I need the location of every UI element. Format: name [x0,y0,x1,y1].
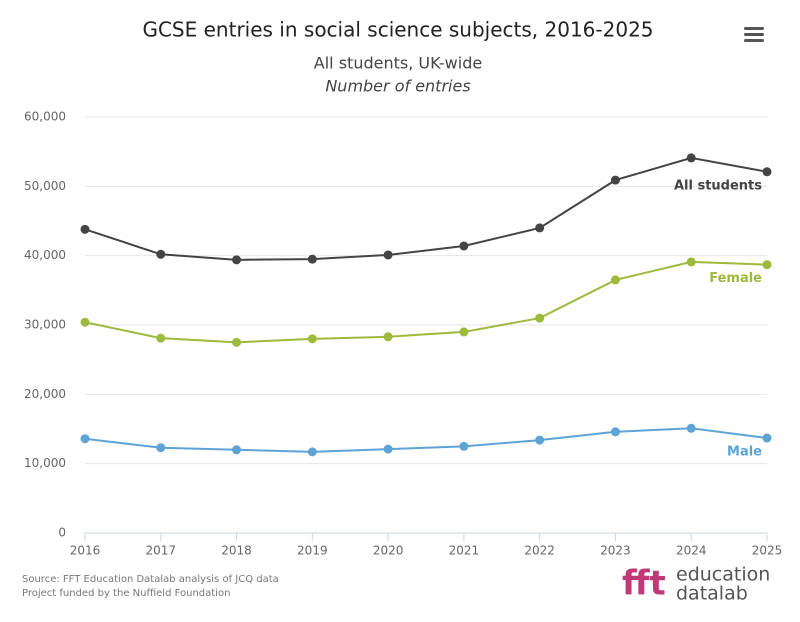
point [307,447,317,457]
point [232,337,242,347]
point [307,254,317,264]
x-tick-label: 2023 [600,544,631,558]
menu-bar[interactable] [744,33,764,36]
series-label: Male [727,445,762,460]
point [232,445,242,455]
point [80,434,90,444]
point [610,175,620,185]
point [459,241,469,251]
chart-title: GCSE entries in social science subjects,… [142,18,653,42]
y-tick-label: 20,000 [24,387,66,401]
x-tick-label: 2025 [752,544,783,558]
point [686,423,696,433]
x-tick-label: 2020 [373,544,404,558]
point [762,167,772,177]
point [232,255,242,265]
x-tick-label: 2016 [70,544,101,558]
menu-icon[interactable] [744,27,764,42]
source-note: Project funded by the Nuffield Foundatio… [22,588,230,599]
x-tick-label: 2018 [221,544,252,558]
point [686,153,696,163]
point [383,250,393,260]
series-label: Female [709,271,762,286]
point [762,260,772,270]
point [535,313,545,323]
y-tick-label: 0 [58,526,66,540]
point [610,427,620,437]
point [80,317,90,327]
series-line [84,260,768,344]
point [156,333,166,343]
y-axis-label: Number of entries [325,77,470,96]
chart-subtitle: All students, UK-wide [314,54,482,73]
logo-text: datalab [676,583,748,605]
x-tick-label: 2024 [676,544,707,558]
x-tick-label: 2017 [146,544,177,558]
point [80,224,90,234]
menu-bar[interactable] [744,39,764,42]
point [307,334,317,344]
point [156,249,166,259]
y-tick-label: 60,000 [24,110,66,124]
series-line [84,156,768,261]
y-tick-label: 30,000 [24,318,66,332]
point [383,444,393,454]
point [459,327,469,337]
point [535,223,545,233]
point [762,433,772,443]
logo-mark: fft [622,564,666,604]
y-tick-label: 40,000 [24,248,66,262]
point [459,441,469,451]
series-line [84,427,768,453]
point [686,257,696,267]
x-tick-label: 2022 [524,544,555,558]
point [610,275,620,285]
x-tick-label: 2019 [297,544,328,558]
series-label: All students [674,178,762,193]
point [383,332,393,342]
logo-text: education [676,564,770,586]
point [156,443,166,453]
x-tick-label: 2021 [449,544,480,558]
y-tick-label: 10,000 [24,456,66,470]
menu-bar[interactable] [744,27,764,30]
y-tick-label: 50,000 [24,179,66,193]
point [535,435,545,445]
source-note: Source: FFT Education Datalab analysis o… [22,574,279,585]
